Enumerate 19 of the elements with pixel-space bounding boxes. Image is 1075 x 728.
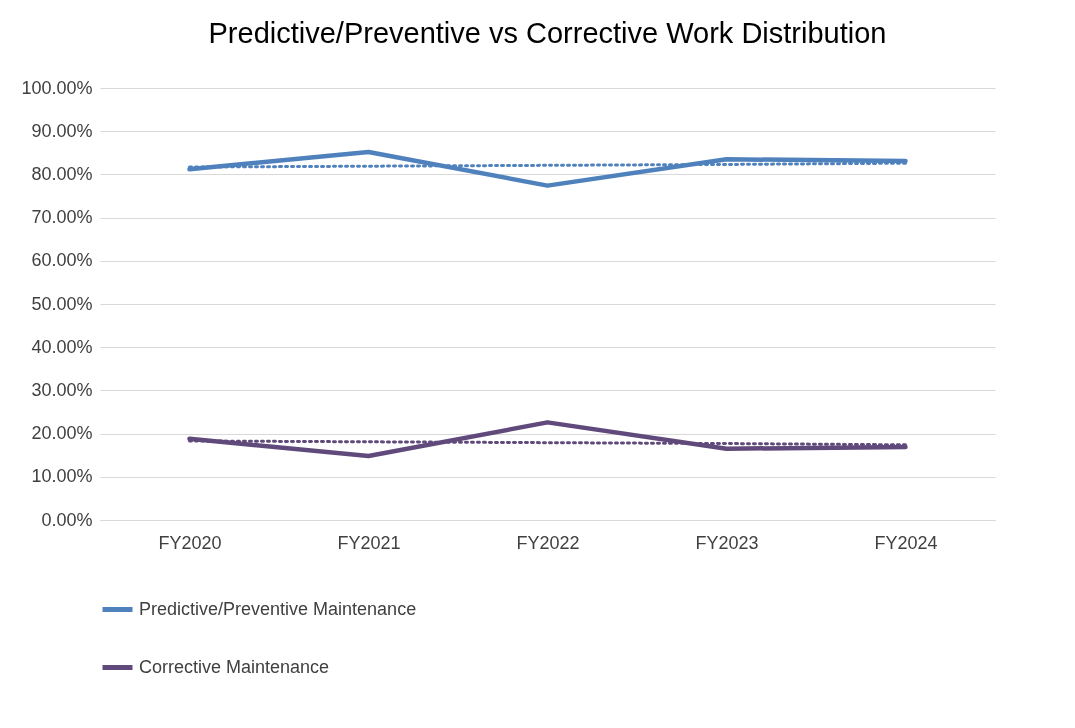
y-tick-label: 80.00% [31, 163, 93, 184]
x-tick-label: FY2021 [337, 532, 401, 553]
y-tick-label: 60.00% [31, 250, 93, 271]
x-tick-label: FY2020 [158, 532, 222, 553]
y-tick-label: 50.00% [31, 293, 93, 314]
x-tick-label: FY2023 [695, 532, 759, 553]
x-tick-label: FY2022 [516, 532, 580, 553]
y-tick-label: 70.00% [31, 207, 93, 228]
y-tick-label: 0.00% [41, 509, 93, 530]
y-tick-label: 90.00% [31, 120, 93, 141]
y-tick-label: 100.00% [21, 77, 93, 98]
legend-label: Predictive/Preventive Maintenance [139, 598, 417, 619]
x-tick-label: FY2024 [874, 532, 938, 553]
y-tick-label: 40.00% [31, 336, 93, 357]
y-tick-label: 30.00% [31, 379, 93, 400]
legend-label: Corrective Maintenance [139, 656, 330, 677]
y-tick-label: 10.00% [31, 466, 93, 487]
y-tick-label: 20.00% [31, 423, 93, 444]
chart-title: Predictive/Preventive vs Corrective Work Distribution [208, 17, 887, 49]
